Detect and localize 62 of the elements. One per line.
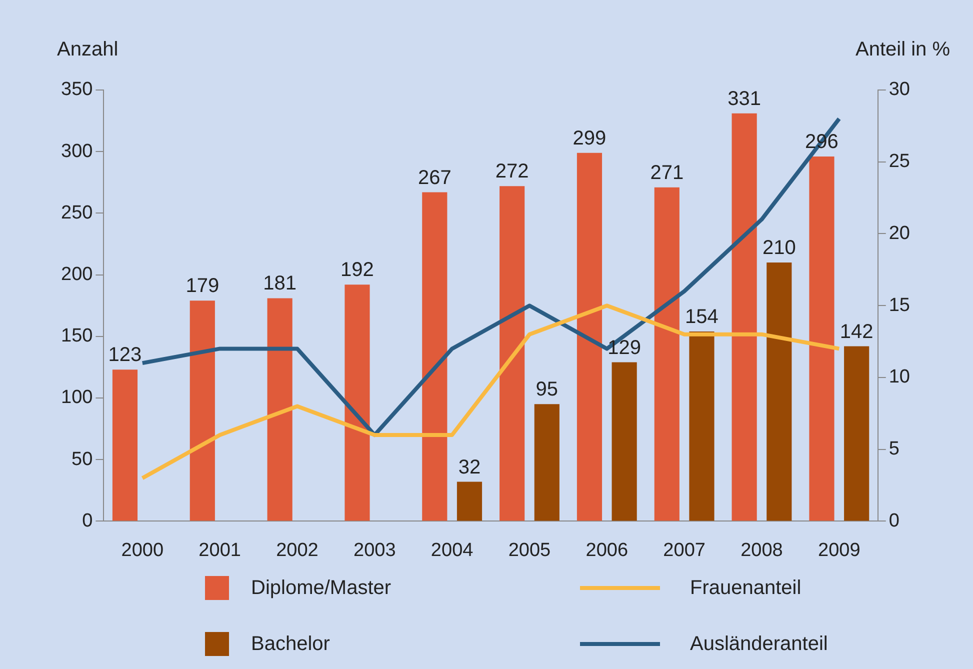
legend-label: Diplome/Master — [251, 576, 392, 600]
x-tick-label: 2006 — [586, 540, 628, 561]
y2-tick-label: 15 — [888, 294, 910, 316]
x-tick-label: 2009 — [818, 540, 860, 561]
data-label: 142 — [840, 320, 874, 343]
bar — [612, 362, 637, 521]
x-tick-label: 2001 — [198, 540, 241, 561]
bar — [344, 284, 370, 521]
bar — [534, 404, 560, 521]
data-label: 272 — [495, 160, 529, 183]
data-label: 267 — [418, 166, 452, 189]
x-tick-label: 2008 — [740, 540, 783, 561]
bar — [456, 482, 482, 521]
y2-tick-label: 0 — [888, 510, 900, 532]
data-label: 331 — [728, 88, 762, 110]
x-tick-label: 2002 — [276, 540, 318, 561]
bar — [809, 156, 834, 521]
bar — [500, 186, 525, 521]
legend-label: Bachelor — [251, 632, 330, 656]
x-tick-label: 2004 — [430, 540, 474, 561]
y2-tick-label: 10 — [888, 366, 910, 388]
y-axis-title: Anzahl — [57, 38, 118, 61]
x-tick-label: 2000 — [121, 540, 164, 561]
y-tick-label: 150 — [61, 326, 93, 347]
bar — [732, 113, 757, 521]
data-label: 123 — [108, 344, 142, 366]
data-label: 192 — [340, 259, 374, 282]
bar — [267, 298, 292, 521]
bar — [766, 262, 792, 521]
y2-axis-title: Anteil in % — [856, 38, 950, 61]
y-tick-label: 250 — [61, 202, 93, 224]
data-label: 179 — [186, 275, 220, 298]
y-tick-label: 300 — [61, 140, 93, 162]
data-label: 271 — [650, 162, 684, 184]
data-label: 210 — [762, 236, 796, 259]
data-label: 154 — [685, 306, 718, 328]
data-label: 32 — [458, 456, 481, 478]
y-tick-label: 0 — [82, 510, 93, 532]
data-label: 181 — [263, 272, 297, 295]
bar — [112, 370, 138, 521]
y-tick-label: 350 — [61, 79, 93, 100]
bar — [689, 331, 714, 521]
legend-label: Frauenanteil — [690, 576, 802, 600]
bar — [844, 346, 870, 521]
data-label: 299 — [572, 127, 606, 150]
bar — [576, 152, 602, 521]
y2-tick-label: 5 — [888, 438, 900, 460]
legend-label: Ausländeranteil — [690, 632, 828, 656]
x-tick-label: 2005 — [508, 540, 551, 561]
x-tick-label: 2007 — [663, 540, 706, 561]
x-tick-label: 2003 — [354, 540, 396, 561]
y-tick-label: 200 — [61, 264, 93, 286]
y2-tick-label: 30 — [888, 79, 910, 100]
y-tick-label: 50 — [72, 448, 93, 470]
bar — [422, 192, 448, 521]
data-label: 95 — [536, 378, 558, 401]
y2-tick-label: 20 — [888, 222, 910, 244]
y-tick-label: 100 — [61, 387, 93, 408]
data-label: 129 — [608, 336, 642, 359]
bar — [654, 187, 680, 521]
y2-tick-label: 25 — [888, 151, 910, 172]
bar — [190, 300, 215, 521]
